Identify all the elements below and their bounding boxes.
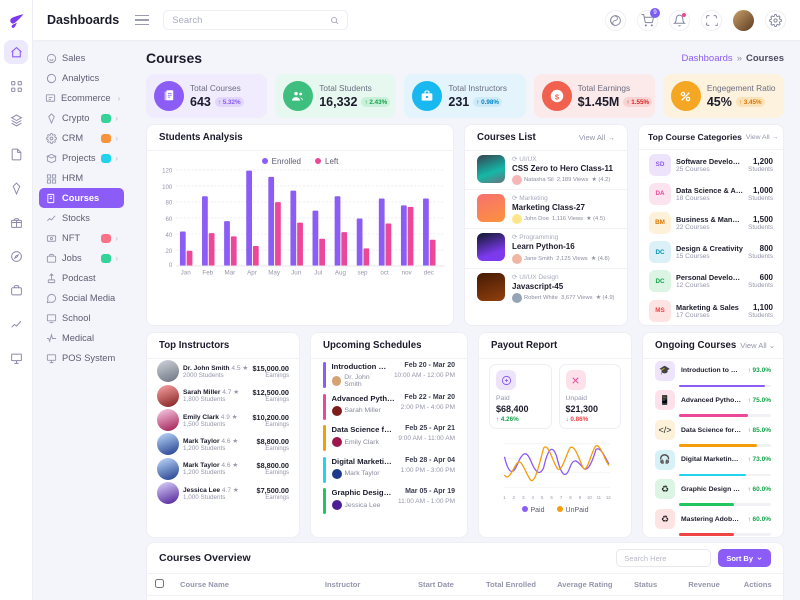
svg-text:sep: sep xyxy=(357,270,368,277)
svg-text:10: 10 xyxy=(587,495,592,500)
svg-text:3: 3 xyxy=(522,495,525,500)
svg-text:Feb: Feb xyxy=(202,270,213,277)
svg-text:oct: oct xyxy=(380,270,389,277)
svg-text:0: 0 xyxy=(169,263,173,269)
svg-text:120: 120 xyxy=(162,169,173,175)
svg-text:Apr: Apr xyxy=(247,270,257,277)
svg-text:May: May xyxy=(268,270,281,277)
svg-text:Aug: Aug xyxy=(335,270,347,277)
svg-text:5: 5 xyxy=(541,495,544,500)
svg-text:8: 8 xyxy=(569,495,572,500)
svg-text:nov: nov xyxy=(402,270,413,277)
svg-text:100: 100 xyxy=(162,185,173,191)
svg-text:80: 80 xyxy=(166,201,173,207)
svg-text:Mar: Mar xyxy=(225,270,236,277)
svg-text:Jan: Jan xyxy=(181,270,192,277)
svg-text:20: 20 xyxy=(166,249,173,255)
svg-text:1: 1 xyxy=(503,495,506,500)
svg-text:6: 6 xyxy=(550,495,553,500)
svg-text:60: 60 xyxy=(166,217,173,223)
svg-text:2: 2 xyxy=(513,495,516,500)
svg-text:11: 11 xyxy=(597,495,602,500)
svg-text:dec: dec xyxy=(424,270,434,277)
svg-text:40: 40 xyxy=(166,233,173,239)
svg-text:12: 12 xyxy=(606,495,611,500)
svg-text:Jun: Jun xyxy=(291,270,302,277)
svg-text:Jul: Jul xyxy=(314,270,322,277)
svg-text:7: 7 xyxy=(560,495,563,500)
svg-text:4: 4 xyxy=(532,495,535,500)
svg-text:9: 9 xyxy=(579,495,582,500)
